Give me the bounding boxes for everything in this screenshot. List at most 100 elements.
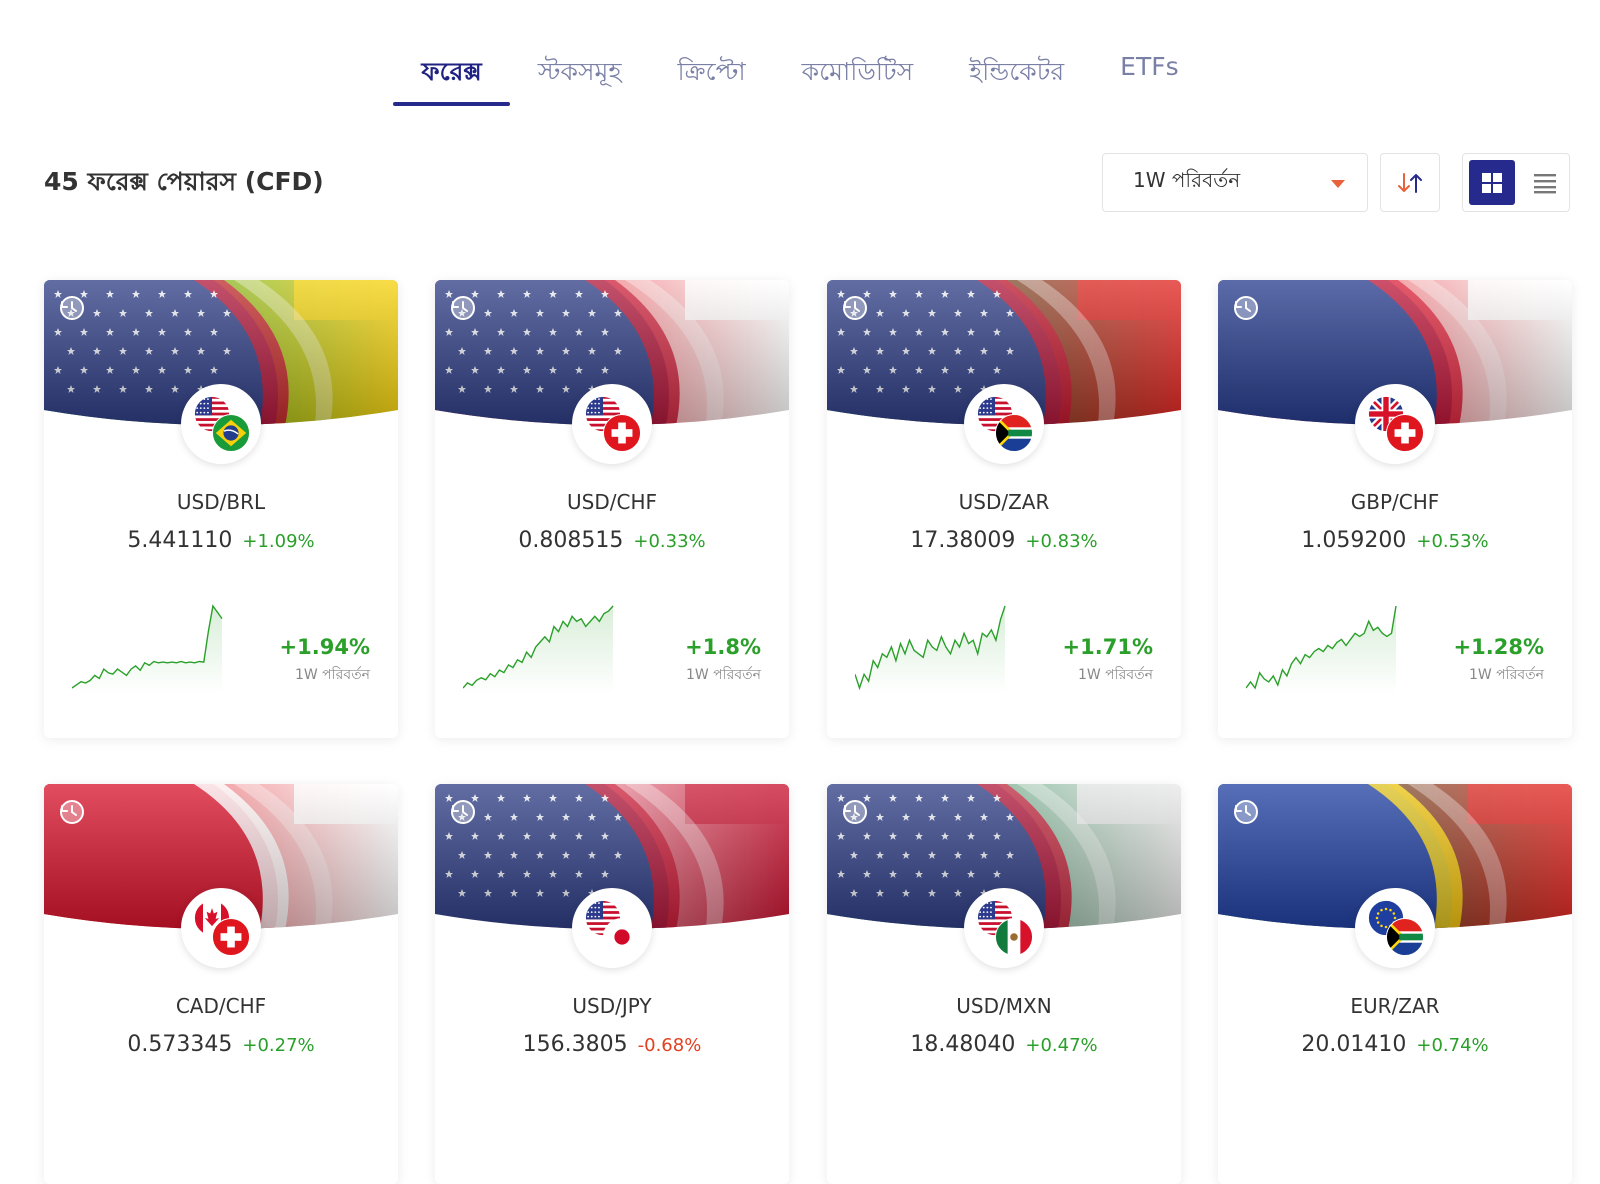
flag-us-icon xyxy=(194,396,230,432)
sort-select[interactable]: 1W পরিবর্তন xyxy=(1102,153,1368,212)
currency-pair-icon xyxy=(572,888,652,968)
list-view-icon xyxy=(1534,173,1556,193)
instrument-card[interactable]: USD/CHF 0.808515 +0.33% +1.8% 1W পরিবর্তন xyxy=(435,280,789,738)
pair-price: 18.48040 xyxy=(910,1032,1016,1057)
price-row: 18.48040 +0.47% xyxy=(827,1032,1181,1057)
instrument-card[interactable]: USD/JPY 156.3805 -0.68% xyxy=(435,784,789,1184)
weekly-change-value: +1.8% xyxy=(685,635,761,659)
pair-symbol: CAD/CHF xyxy=(175,994,267,1018)
sparkline-area xyxy=(463,606,613,694)
currency-pair-icon xyxy=(181,384,261,464)
currency-pair-icon xyxy=(572,384,652,464)
sparkline-line xyxy=(855,605,1006,691)
flag-jp-icon xyxy=(603,918,641,956)
sparkline-chart xyxy=(855,605,1006,694)
flag-mx-icon xyxy=(995,918,1033,956)
tab-5[interactable]: ইন্ডিকেটর xyxy=(969,57,1065,86)
grid-view-icon xyxy=(1482,172,1502,193)
weekly-change-label: 1W পরিবর্তন xyxy=(1077,667,1153,683)
price-row: 0.573345 +0.27% xyxy=(44,1032,398,1057)
instrument-card[interactable]: USD/MXN 18.48040 +0.47% xyxy=(827,784,1181,1184)
sort-arrows-icon xyxy=(1398,172,1422,193)
weekly-change-value: +1.28% xyxy=(1453,635,1544,659)
weekly-change-label: 1W পরিবর্তন xyxy=(294,667,370,683)
weekly-change-label: 1W পরিবর্তন xyxy=(1468,667,1544,683)
pair-symbol: USD/ZAR xyxy=(958,490,1050,514)
list-view-button[interactable] xyxy=(1527,160,1563,205)
history-icon[interactable] xyxy=(449,294,477,322)
grid-view-button[interactable] xyxy=(1469,160,1515,205)
pair-symbol: USD/CHF xyxy=(567,490,657,514)
sparkline-area xyxy=(855,606,1005,694)
price-row: 1.059200 +0.53% xyxy=(1218,528,1572,553)
flag-ch-icon xyxy=(603,414,641,452)
currency-pair-icon xyxy=(1355,384,1435,464)
pair-price: 5.441110 xyxy=(127,528,233,553)
sparkline-area xyxy=(72,606,222,694)
tab-3[interactable]: ক্রিপ্টো xyxy=(677,57,746,86)
tab-6[interactable]: ETFs xyxy=(1120,52,1179,81)
flag-ch-icon xyxy=(1386,414,1424,452)
pair-price: 1.059200 xyxy=(1301,528,1407,553)
tab-1[interactable]: ফরেক্স xyxy=(393,38,511,106)
daily-change: +0.33% xyxy=(633,531,706,552)
sparkline-chart xyxy=(72,604,223,694)
instrument-card[interactable]: EUR/ZAR 20.01410 +0.74% xyxy=(1218,784,1572,1184)
daily-change: +0.83% xyxy=(1025,531,1098,552)
view-toggle xyxy=(1462,153,1570,212)
pair-symbol: EUR/ZAR xyxy=(1350,994,1440,1018)
currency-pair-icon xyxy=(964,384,1044,464)
daily-change: +0.53% xyxy=(1416,531,1489,552)
weekly-change: +1.8% 1W পরিবর্তন xyxy=(685,635,761,687)
history-icon[interactable] xyxy=(449,798,477,826)
pair-price: 0.573345 xyxy=(127,1032,233,1057)
tab-4[interactable]: কমোডিটিস xyxy=(801,57,914,86)
price-row: 0.808515 +0.33% xyxy=(435,528,789,553)
daily-change: -0.68% xyxy=(637,1035,702,1056)
price-row: 20.01410 +0.74% xyxy=(1218,1032,1572,1057)
instrument-card[interactable]: USD/ZAR 17.38009 +0.83% +1.71% 1W পরিবর্ত… xyxy=(827,280,1181,738)
currency-pair-icon xyxy=(1355,888,1435,968)
daily-change: +1.09% xyxy=(242,531,315,552)
daily-change: +0.47% xyxy=(1025,1035,1098,1056)
flag-br-icon xyxy=(212,414,250,452)
currency-pair-icon xyxy=(181,888,261,968)
price-row: 156.3805 -0.68% xyxy=(435,1032,789,1057)
sparkline-line xyxy=(72,604,223,689)
sparkline-line xyxy=(463,605,614,689)
weekly-change: +1.71% 1W পরিবর্তন xyxy=(1063,635,1153,687)
price-row: 17.38009 +0.83% xyxy=(827,528,1181,553)
sparkline-chart xyxy=(1246,605,1397,694)
history-icon[interactable] xyxy=(58,294,86,322)
daily-change: +0.74% xyxy=(1416,1035,1489,1056)
sparkline-chart xyxy=(463,605,614,694)
weekly-change-label: 1W পরিবর্তন xyxy=(685,667,761,683)
flag-ch-icon xyxy=(212,918,250,956)
sort-direction-button[interactable] xyxy=(1380,153,1440,212)
history-icon[interactable] xyxy=(58,798,86,826)
flag-za-icon xyxy=(1386,918,1424,956)
pair-symbol: USD/BRL xyxy=(176,490,266,514)
weekly-change-value: +1.94% xyxy=(279,635,370,659)
pair-price: 17.38009 xyxy=(910,528,1016,553)
pair-symbol: USD/JPY xyxy=(572,994,652,1018)
market-tabs: ফরেক্স স্টকসমূহ ক্রিপ্টো কমোডিটিস ইন্ডিকেটর E… xyxy=(0,38,1600,110)
weekly-change-value: +1.71% xyxy=(1062,635,1153,659)
history-icon[interactable] xyxy=(1232,798,1260,826)
price-row: 5.441110 +1.09% xyxy=(44,528,398,553)
tab-2[interactable]: স্টকসমূহ xyxy=(537,57,622,86)
instrument-card[interactable]: USD/BRL 5.441110 +1.09% +1.94% 1W পরিবর্ত… xyxy=(44,280,398,738)
flag-za-icon xyxy=(995,414,1033,452)
pair-price: 156.3805 xyxy=(522,1032,628,1057)
page-heading: 45 ফরেক্স পেয়ারস (CFD) xyxy=(44,167,324,196)
history-icon[interactable] xyxy=(841,294,869,322)
history-icon[interactable] xyxy=(841,798,869,826)
pair-price: 0.808515 xyxy=(518,528,624,553)
instrument-card[interactable]: CAD/CHF 0.573345 +0.27% xyxy=(44,784,398,1184)
instrument-card[interactable]: GBP/CHF 1.059200 +0.53% +1.28% 1W পরিবর্ত… xyxy=(1218,280,1572,738)
weekly-change: +1.28% 1W পরিবর্তন xyxy=(1454,635,1544,687)
caret-down-icon xyxy=(1331,180,1345,188)
weekly-change: +1.94% 1W পরিবর্তন xyxy=(280,635,370,687)
pair-symbol: GBP/CHF xyxy=(1350,490,1440,514)
history-icon[interactable] xyxy=(1232,294,1260,322)
